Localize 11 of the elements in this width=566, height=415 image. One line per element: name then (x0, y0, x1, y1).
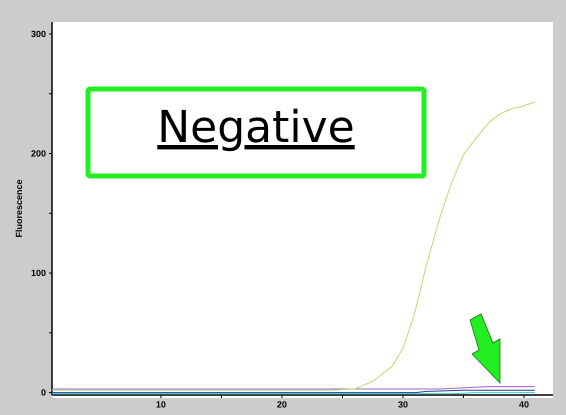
y-tick-label: 100 (30, 268, 46, 278)
x-tick-label: 10 (156, 399, 166, 410)
x-tick-label: 40 (518, 399, 529, 410)
y-tick-label: 300 (30, 28, 46, 39)
x-tick-label: 20 (276, 399, 287, 410)
line-series (52, 102, 536, 391)
y-axis-title: Fluorescence (14, 179, 24, 238)
y-tick-label: 0 (40, 387, 46, 398)
y-tick-label: 200 (30, 148, 46, 158)
annotation: Negative (157, 102, 355, 153)
x-tick-label: 30 (398, 399, 408, 410)
